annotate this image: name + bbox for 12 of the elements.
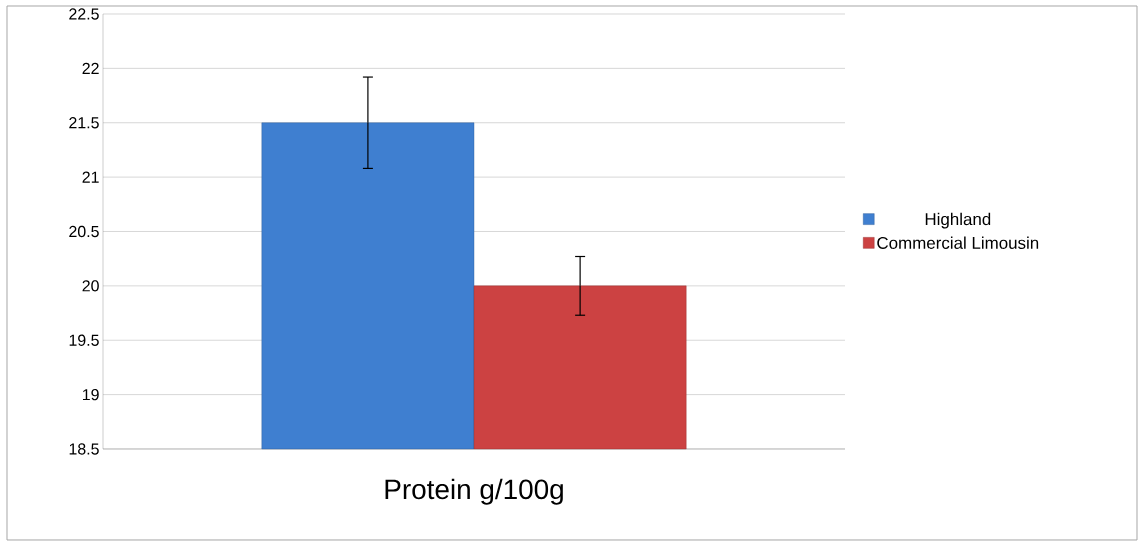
y-tick-label: 22 — [82, 62, 99, 74]
y-tick-label: 18.5 — [69, 443, 99, 455]
y-tick-label: 22.5 — [69, 8, 99, 20]
y-tick-label: 20.5 — [69, 225, 99, 238]
y-tick-label: 21.5 — [69, 117, 99, 129]
y-tick-label: 21 — [82, 171, 99, 183]
y-tick-label: 19.5 — [69, 334, 99, 346]
y-tick-label: 19 — [82, 388, 99, 401]
y-tick-label: 20 — [82, 280, 99, 292]
legend-label: Commercial Limousin — [877, 236, 1039, 249]
x-tick-label: Protein g/100g — [385, 478, 563, 505]
text: Highland — [925, 212, 991, 229]
